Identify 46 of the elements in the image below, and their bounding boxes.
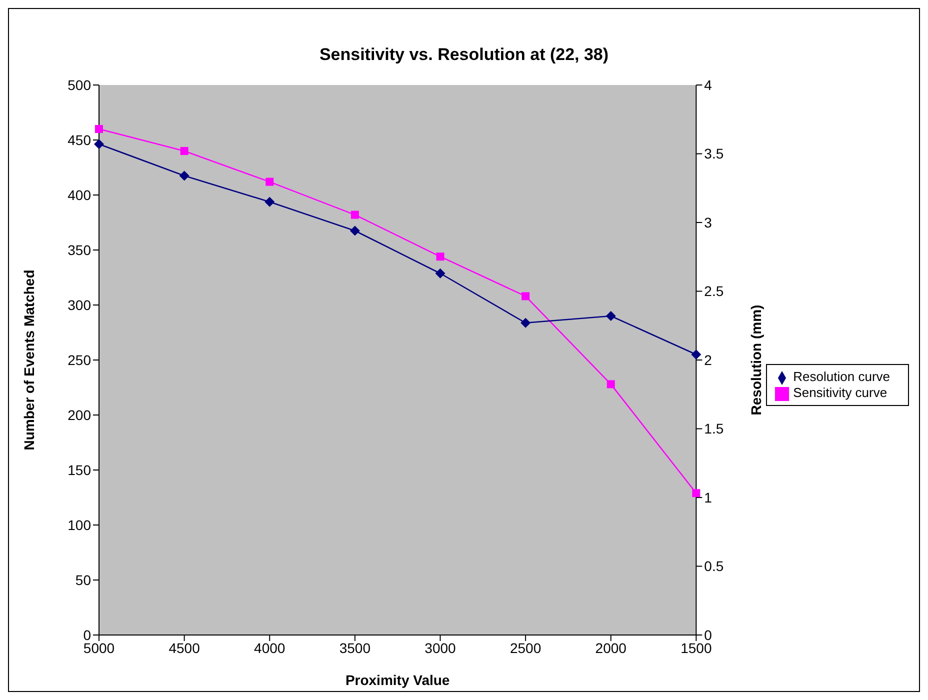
x-tick-label: 2500 bbox=[510, 640, 542, 656]
y2-tick-label: 0.5 bbox=[704, 558, 724, 574]
legend-label: Sensitivity curve bbox=[793, 385, 888, 400]
y2-tick-label: 1.5 bbox=[704, 420, 724, 437]
y-tick-label: 450 bbox=[68, 132, 92, 148]
y2-axis-title: Resolution (mm) bbox=[748, 304, 764, 416]
point bbox=[606, 380, 615, 388]
y-tick-label: 500 bbox=[68, 76, 92, 93]
point bbox=[435, 268, 446, 278]
x-axis-title: Proximity Value bbox=[345, 672, 450, 688]
point bbox=[180, 147, 188, 155]
y-tick-label: 150 bbox=[68, 462, 92, 478]
x-tick-label: 3500 bbox=[339, 640, 371, 656]
x-tick-label: 4500 bbox=[168, 640, 200, 656]
y2-tick-label: 2 bbox=[704, 352, 712, 368]
point bbox=[522, 292, 530, 300]
y-tick-label: 250 bbox=[68, 352, 92, 368]
chart-title: Sensitivity vs. Resolution at (22, 38) bbox=[318, 44, 610, 66]
point bbox=[179, 170, 190, 181]
y-tick-label: 50 bbox=[75, 572, 92, 588]
y2-tick-label: 3 bbox=[704, 214, 712, 230]
legend-label: Resolution curve bbox=[793, 369, 890, 384]
x-tick-label: 4000 bbox=[254, 640, 286, 656]
point bbox=[436, 252, 444, 261]
y-tick-label: 100 bbox=[68, 516, 92, 533]
y2-tick-label: 1 bbox=[704, 489, 712, 506]
point bbox=[266, 178, 274, 186]
point bbox=[350, 226, 360, 236]
point bbox=[264, 196, 275, 207]
point bbox=[350, 210, 359, 219]
y-tick-label: 200 bbox=[68, 406, 92, 423]
point bbox=[520, 318, 531, 328]
y2-tick-label: 3.5 bbox=[704, 146, 724, 162]
y-axis-title: Number of Events Matched bbox=[20, 270, 37, 450]
x-tick-label: 2000 bbox=[595, 640, 627, 656]
point bbox=[606, 311, 616, 321]
y2-tick-label: 2.5 bbox=[704, 283, 724, 300]
y-tick-label: 350 bbox=[68, 242, 92, 258]
y-tick-label: 300 bbox=[68, 296, 92, 313]
y2-tick-label: 4 bbox=[704, 76, 712, 93]
point bbox=[95, 125, 103, 133]
point bbox=[94, 139, 104, 150]
point bbox=[691, 350, 702, 360]
x-tick-label: 3000 bbox=[424, 640, 456, 656]
y-tick-label: 400 bbox=[68, 186, 92, 203]
point bbox=[692, 489, 700, 498]
